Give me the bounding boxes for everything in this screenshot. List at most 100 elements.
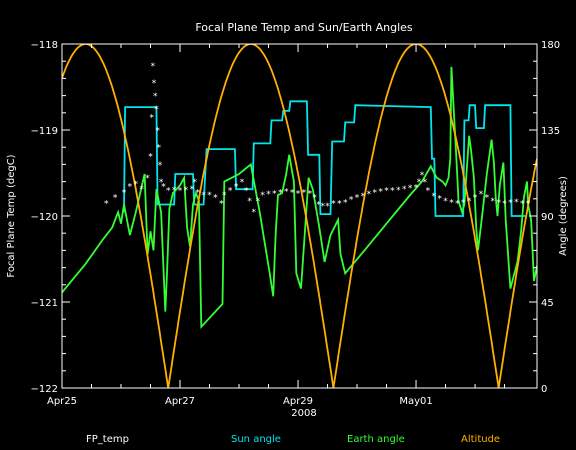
fp-temp-point: *: [228, 187, 233, 197]
fp-temp-point: *: [278, 188, 283, 198]
fp-temp-point: *: [426, 187, 431, 197]
fp-temp-point: *: [449, 199, 454, 209]
y-left-tick-label: −122: [31, 384, 58, 395]
x-tick-label: Apr27: [165, 396, 195, 407]
fp-temp-point: *: [490, 197, 495, 207]
fp-temp-point: *: [158, 161, 163, 171]
plot-area: **** ************** * * * * *** * * *** * * ****** * *…: [62, 44, 537, 388]
fp-temp-point: *: [408, 184, 413, 194]
fp-temp-point: *: [325, 202, 330, 212]
fp-temp-point: *: [479, 190, 484, 200]
fp-temp-point: *: [290, 188, 295, 198]
fp-temp-point: *: [302, 188, 307, 198]
fp-temp-point: *: [496, 199, 501, 209]
legend-sun-angle: Sun angle: [231, 434, 281, 445]
y-axis-left-label: Focal Plane Temp (degC): [6, 154, 17, 277]
fp-temp-point: *: [455, 200, 460, 210]
fp-temp-point: *: [139, 185, 144, 195]
fp-temp-point: *: [161, 182, 166, 192]
fp-temp-point: *: [240, 178, 245, 188]
fp-temp-point: *: [159, 178, 164, 188]
fp-temp-point: *: [195, 188, 200, 198]
y-left-tick-label: −119: [31, 126, 58, 137]
legend: FP_temp Sun angle Earth angle Altitude: [86, 434, 500, 445]
y-right-tick-label: 180: [541, 40, 560, 51]
fp-temp-point: *: [178, 187, 183, 197]
fp-temp-point: *: [252, 208, 257, 218]
fp-temp-point: *: [316, 200, 321, 210]
fp-temp-point: *: [337, 200, 342, 210]
fp-temp-point: *: [153, 92, 158, 102]
x-tick-label: Apr29: [283, 396, 313, 407]
fp-temp-point: *: [172, 186, 177, 196]
y-right-tick-label: 0: [541, 384, 547, 395]
fp-temp-point: *: [104, 200, 109, 210]
legend-fp-temp: FP_temp: [86, 434, 129, 445]
fp-temp-point: *: [134, 180, 139, 190]
y-right-tick-label: 45: [541, 298, 554, 309]
fp-temp-point: *: [420, 171, 425, 181]
fp-temp-point: *: [145, 174, 150, 184]
fp-temp-point: *: [201, 191, 206, 201]
fp-temp-point: *: [244, 187, 249, 197]
fp-temp-point: *: [184, 186, 189, 196]
fp-temp-point: *: [154, 105, 159, 115]
y-right-tick-label: 135: [541, 126, 560, 137]
fp-temp-point: *: [473, 194, 478, 204]
fp-temp-point: *: [234, 182, 239, 192]
fp-temp-point: *: [152, 79, 157, 89]
fp-temp-point: *: [372, 188, 377, 198]
fp-temp-point: *: [193, 178, 198, 188]
fp-temp-point: *: [367, 190, 372, 200]
fp-temp-point: *: [431, 192, 436, 202]
fp-temp-point: *: [414, 183, 419, 193]
x-tick-label: May01: [399, 396, 432, 407]
fp-temp-point: *: [378, 188, 383, 198]
altitude-line: [62, 44, 537, 388]
fp-temp-point: *: [443, 197, 448, 207]
chart-title: Focal Plane Temp and Sun/Earth Angles: [195, 21, 413, 34]
fp-temp-point: *: [260, 191, 265, 201]
fp-temp-point: *: [423, 178, 428, 188]
fp-temp-point: *: [485, 194, 490, 204]
fp-temp-point: *: [349, 195, 354, 205]
fp-temp-point: *: [508, 199, 513, 209]
fp-temp-point: *: [417, 178, 422, 188]
fp-temp-point: *: [190, 185, 195, 195]
fp-temp-point: *: [396, 186, 401, 196]
fp-temp-point: *: [155, 127, 160, 137]
fp-temp-point: *: [461, 199, 466, 209]
y-axis-right-label: Angle (degrees): [558, 176, 569, 256]
fp-temp-point: *: [256, 197, 261, 207]
x-axis-label: 2008: [291, 408, 316, 419]
fp-temp-point: *: [308, 189, 313, 199]
fp-temp-point: *: [219, 200, 224, 210]
fp-temp-point: *: [526, 200, 531, 210]
axes: Apr25 Apr27 Apr29 May01 −118 −119 −120 −121 −122…: [31, 40, 561, 407]
fp-temp-markers: **** ************** * * * * *** * * *** * * ****** * *…: [104, 62, 531, 218]
fp-temp-point: *: [402, 185, 407, 195]
y-right-tick-label: 90: [541, 212, 554, 223]
fp-temp-point: *: [514, 198, 519, 208]
fp-temp-point: *: [284, 188, 289, 198]
fp-temp-point: *: [151, 62, 156, 72]
fp-temp-point: *: [272, 189, 277, 199]
fp-temp-point: *: [437, 194, 442, 204]
fp-temp-point: *: [166, 187, 171, 197]
fp-temp-point: *: [331, 200, 336, 210]
fp-temp-point: *: [266, 190, 271, 200]
fp-temp-point: *: [247, 197, 252, 207]
fp-temp-point: *: [207, 191, 212, 201]
fp-temp-point: *: [149, 114, 154, 124]
fp-temp-point: *: [157, 144, 162, 154]
fp-temp-point: *: [502, 200, 507, 210]
earth-angle-line: [62, 66, 537, 330]
legend-earth-angle: Earth angle: [347, 434, 405, 445]
fp-temp-point: *: [355, 194, 360, 204]
fp-temp-point: *: [113, 194, 118, 204]
y-left-tick-label: −121: [31, 298, 58, 309]
fp-temp-point: *: [122, 188, 127, 198]
fp-temp-point: *: [213, 194, 218, 204]
